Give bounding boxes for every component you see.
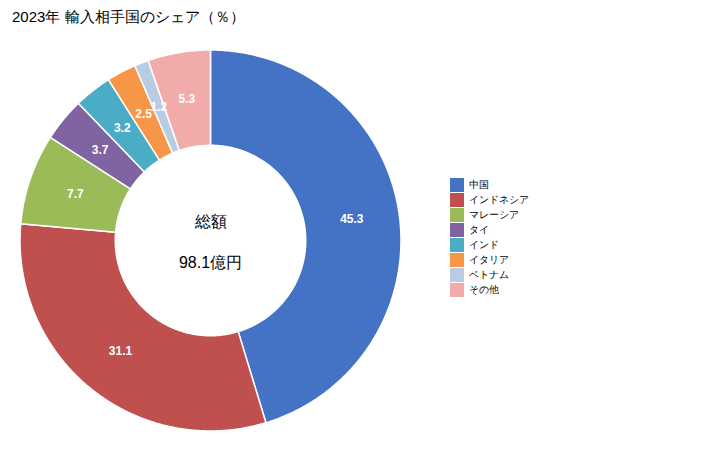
svg-text:3.7: 3.7 (92, 143, 109, 157)
html-text:ベトナム: ベトナム (469, 268, 509, 280)
svg-text:7.7: 7.7 (67, 187, 84, 201)
svg-text:31.1: 31.1 (109, 344, 133, 358)
svg-text:総額: 総額 (194, 213, 227, 230)
svg-text:2.5: 2.5 (135, 107, 152, 122)
html-text:その他: その他 (469, 283, 499, 295)
svg-text:3.2: 3.2 (114, 121, 131, 135)
html-text:2023年 輸入相手国のシェア（％）: 2023年 輸入相手国のシェア（％） (12, 8, 245, 25)
html-text:インド: インド (469, 238, 499, 250)
html-text:タイ: タイ (469, 223, 489, 235)
svg-text:5.3: 5.3 (178, 92, 195, 106)
html-text:マレーシア: マレーシア (469, 208, 519, 220)
svg-text:98.1億円: 98.1億円 (179, 254, 242, 271)
svg-text:1.2: 1.2 (150, 100, 167, 114)
html-text:イタリア: イタリア (469, 253, 509, 265)
svg-text:45.3: 45.3 (340, 212, 364, 226)
html-text:インドネシア: インドネシア (469, 193, 529, 205)
html-text:中国: 中国 (469, 178, 489, 190)
